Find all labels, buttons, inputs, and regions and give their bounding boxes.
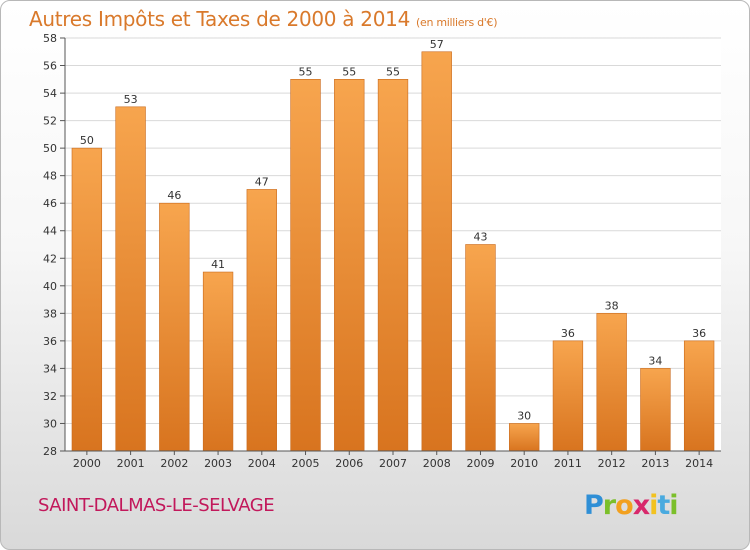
x-tick-label: 2001 [117, 457, 145, 470]
x-tick-label: 2007 [379, 457, 407, 470]
x-tick-label: 2011 [554, 457, 582, 470]
y-tick-label: 56 [43, 60, 57, 73]
y-tick-label: 30 [43, 417, 57, 430]
logo-letter: i [649, 490, 658, 521]
bar [465, 244, 496, 452]
x-tick-label: 2002 [160, 457, 188, 470]
bar-value-label: 36 [692, 327, 706, 340]
x-tick-label: 2012 [598, 457, 626, 470]
bar [509, 423, 540, 452]
bar-value-label: 50 [80, 134, 94, 147]
y-tick-label: 52 [43, 115, 57, 128]
bar-value-label: 30 [517, 409, 531, 422]
bar-value-label: 46 [167, 189, 181, 202]
logo-letter: x [632, 490, 650, 521]
bar [683, 340, 715, 452]
logo-letter: r [602, 490, 616, 521]
commune-name: SAINT-DALMAS-LE-SELVAGE [38, 495, 275, 516]
y-tick-label: 42 [43, 252, 57, 265]
chart-title: Autres Impôts et Taxes de 2000 à 2014 (en… [29, 7, 497, 31]
bar [246, 189, 277, 452]
bar [377, 79, 409, 452]
bar-value-label: 34 [648, 354, 662, 367]
bar [159, 202, 190, 452]
x-tick-label: 2003 [204, 457, 232, 470]
bar-value-label: 36 [561, 327, 575, 340]
y-tick-label: 36 [43, 335, 57, 348]
y-tick-label: 40 [43, 280, 57, 293]
x-tick-label: 2005 [292, 457, 320, 470]
y-tick-label: 34 [43, 362, 57, 375]
bar-value-label: 55 [299, 65, 313, 78]
y-tick-label: 50 [43, 142, 57, 155]
bar-value-label: 57 [430, 38, 444, 51]
x-tick-label: 2000 [73, 457, 101, 470]
bar-value-label: 41 [211, 258, 225, 271]
logo-letter: P [584, 490, 604, 521]
bar-value-label: 38 [605, 299, 619, 312]
chart-title-text: Autres Impôts et Taxes de 2000 à 2014 [29, 7, 410, 31]
x-tick-label: 2004 [248, 457, 276, 470]
unit-note: (en milliers d'€) [416, 16, 498, 29]
bar-value-label: 43 [473, 231, 487, 244]
bar-value-label: 53 [124, 93, 138, 106]
bar [71, 147, 103, 452]
y-tick-label: 28 [43, 445, 57, 458]
bar [640, 368, 671, 452]
bar [596, 313, 627, 452]
y-tick-label: 54 [43, 87, 57, 100]
bar [334, 79, 365, 452]
x-tick-label: 2013 [641, 457, 669, 470]
x-tick-label: 2010 [510, 457, 538, 470]
bar [552, 340, 584, 452]
logo-letter: t [657, 490, 670, 521]
bar-value-label: 55 [386, 65, 400, 78]
y-tick-label: 58 [43, 32, 57, 45]
x-tick-label: 2009 [466, 457, 494, 470]
y-tick-label: 38 [43, 307, 57, 320]
y-tick-label: 32 [43, 390, 57, 403]
bar-value-label: 47 [255, 175, 269, 188]
bar-value-label: 55 [342, 65, 356, 78]
bar [290, 79, 321, 452]
logo-letter: o [615, 490, 634, 521]
bar [202, 271, 234, 452]
bar [421, 51, 452, 452]
y-tick-label: 46 [43, 197, 57, 210]
bar [115, 106, 146, 452]
x-tick-label: 2006 [335, 457, 363, 470]
logo-letter: i [669, 490, 678, 521]
x-tick-label: 2014 [685, 457, 713, 470]
x-tick-label: 2008 [423, 457, 451, 470]
y-tick-label: 44 [43, 225, 57, 238]
y-tick-label: 48 [43, 170, 57, 183]
proxiti-logo: Proxiti [584, 490, 679, 521]
